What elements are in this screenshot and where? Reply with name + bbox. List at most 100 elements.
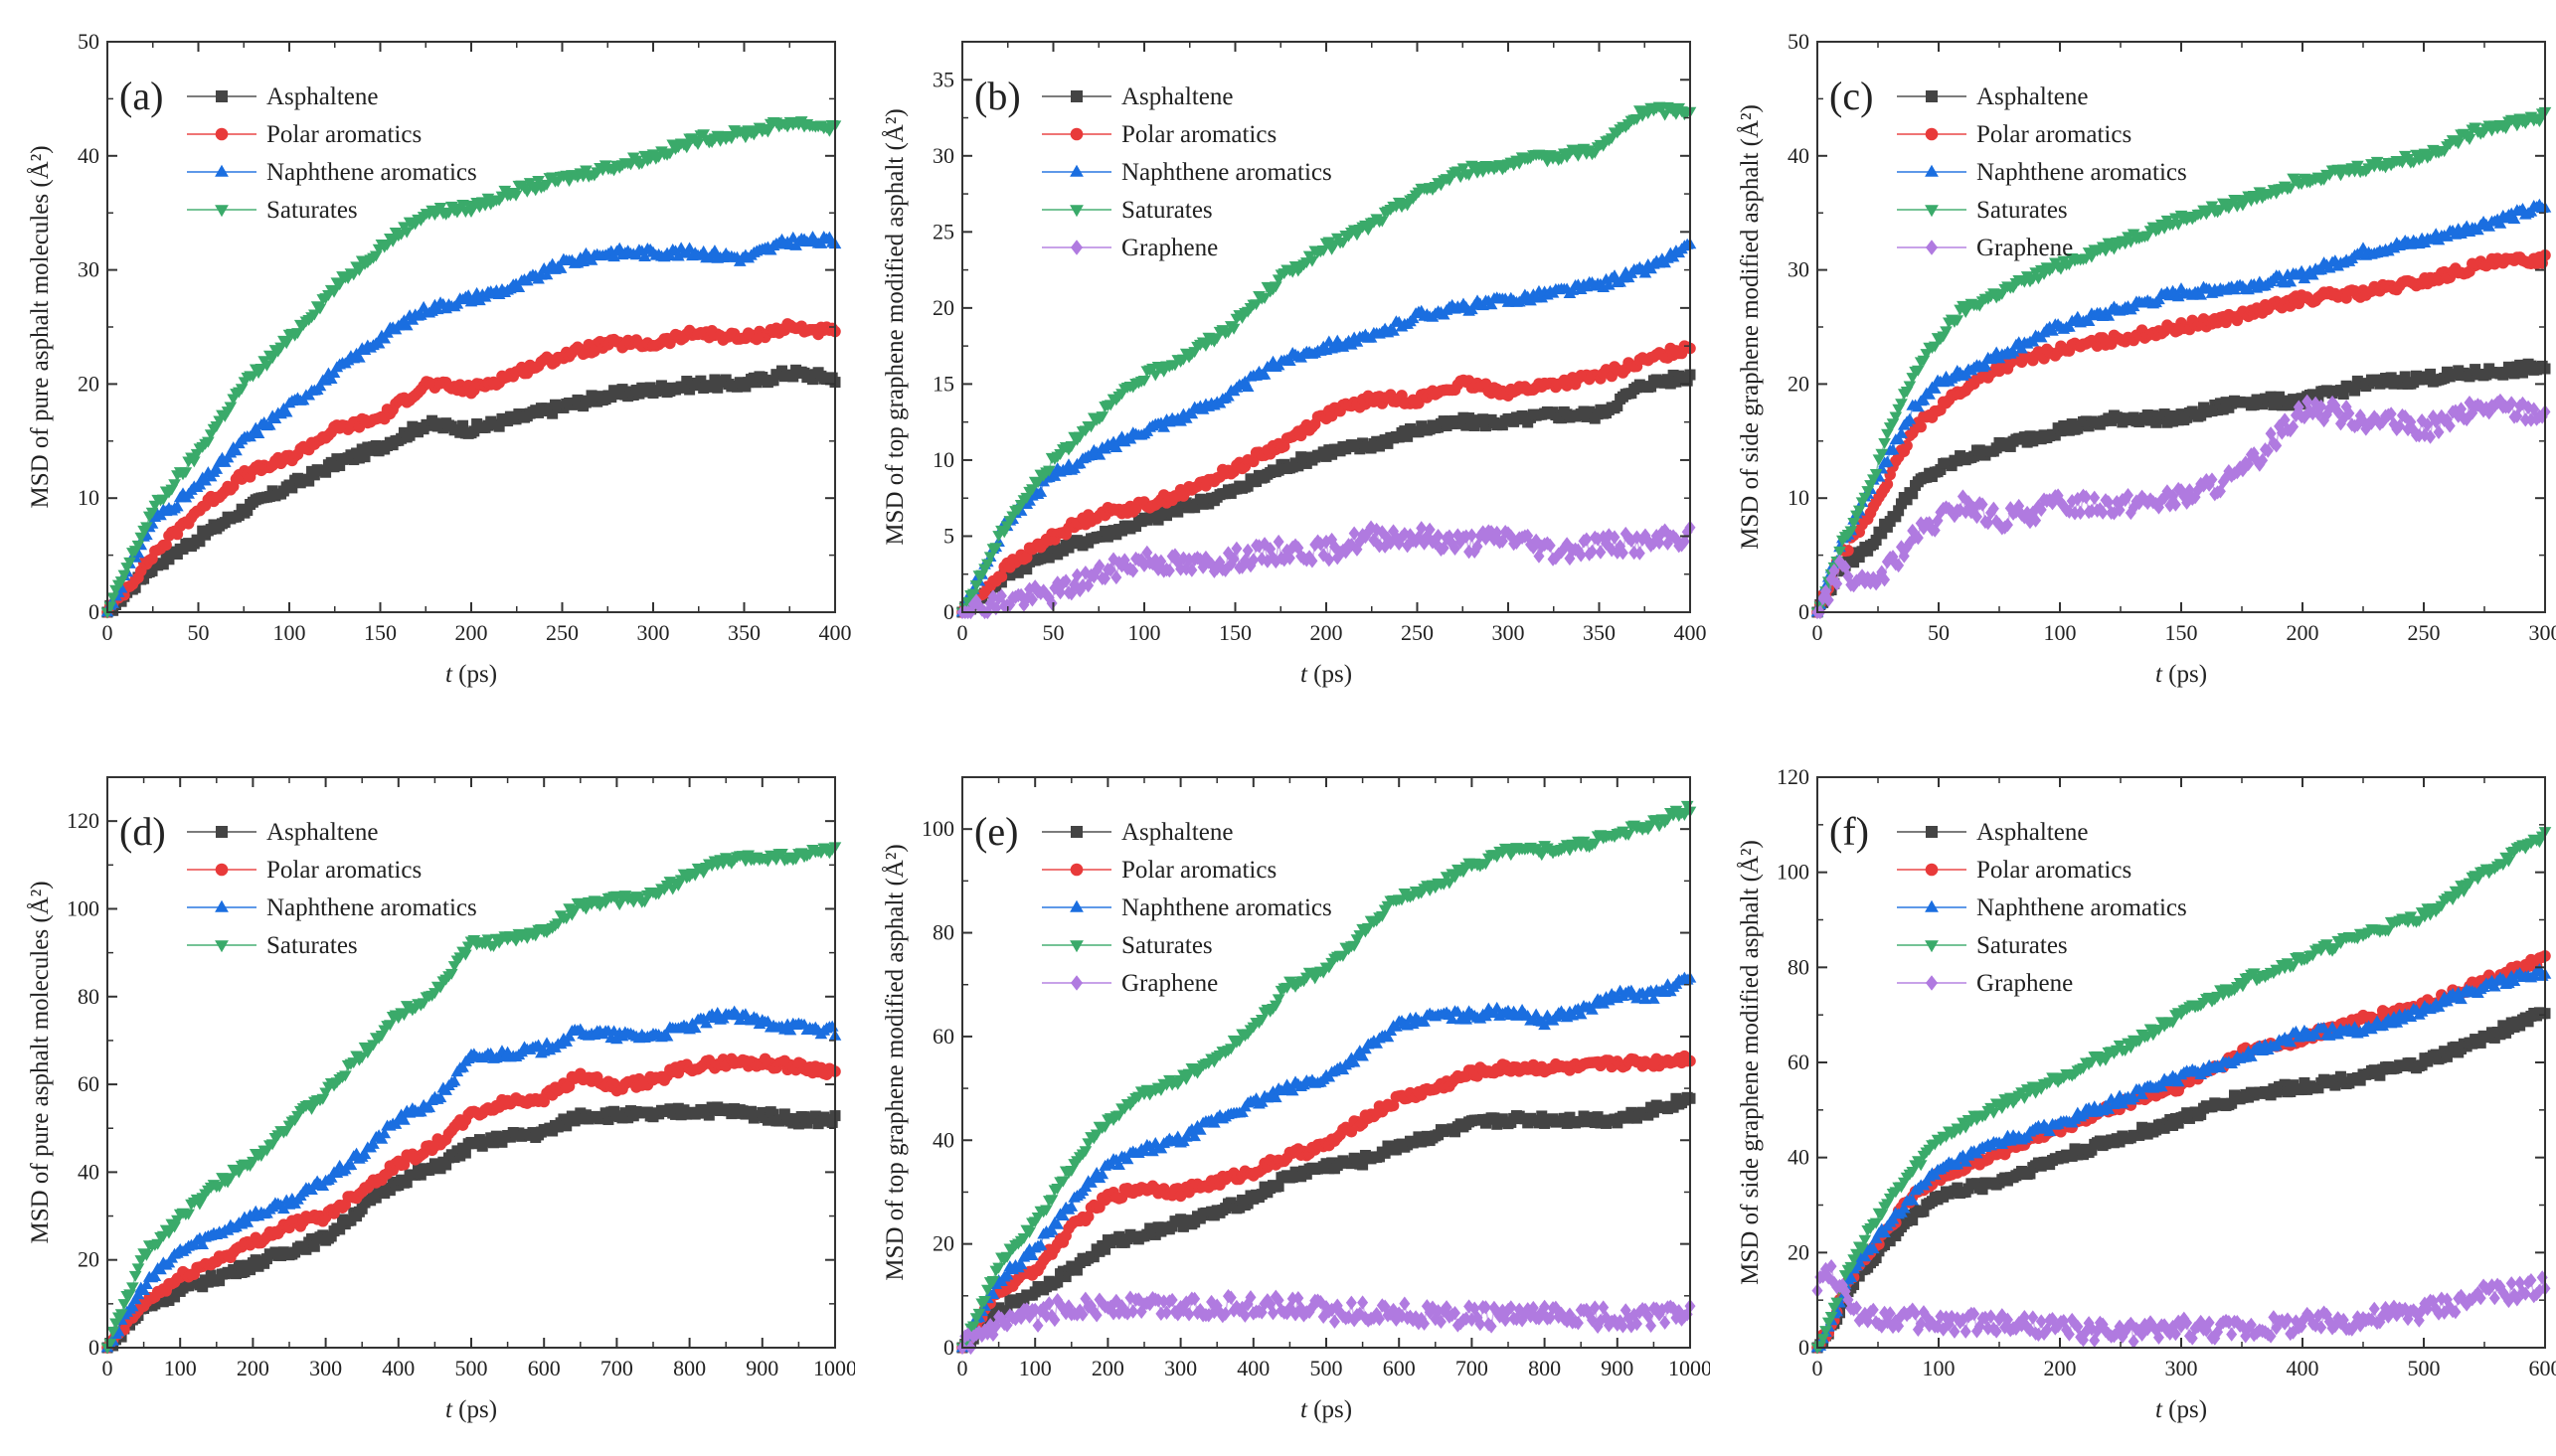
x-tick-label: 250 — [2408, 620, 2441, 645]
x-tick-label: 0 — [1812, 620, 1823, 645]
x-tick-label: 300 — [1492, 620, 1525, 645]
series-naphthene-aromatics — [1811, 199, 2552, 617]
legend-label: Naphthene aromatics — [1976, 159, 2187, 186]
panel-label: (c) — [1829, 74, 1873, 118]
x-tick-label: 50 — [1043, 620, 1065, 645]
y-tick-label: 20 — [1788, 371, 1809, 396]
y-tick-label: 30 — [933, 143, 954, 168]
x-tick-label: 100 — [273, 620, 306, 645]
series-polar-aromatics — [101, 318, 841, 618]
legend-label: Polar aromatics — [266, 121, 422, 148]
y-tick-label: 10 — [933, 447, 954, 472]
panel-label: (a) — [119, 74, 163, 118]
y-tick-label: 30 — [1788, 257, 1809, 282]
legend-marker-icon — [1925, 205, 1939, 217]
data-point — [129, 1271, 142, 1282]
legend-marker-icon — [1071, 90, 1083, 102]
y-tick-label: 15 — [933, 371, 954, 396]
legend-item-naphthene-aromatics: Naphthene aromatics — [1897, 159, 2187, 186]
legend-marker-icon — [1926, 128, 1939, 141]
legend-item-polar-aromatics: Polar aromatics — [1897, 121, 2131, 148]
series-saturates — [101, 116, 842, 618]
legend-label: Naphthene aromatics — [266, 159, 477, 186]
legend: Asphaltene Polar aromatics Naphthene aroma… — [187, 83, 477, 224]
y-tick-label: 35 — [933, 67, 954, 91]
series-group — [101, 116, 842, 618]
x-tick-label: 0 — [102, 620, 113, 645]
legend-label: Polar aromatics — [1121, 121, 1277, 148]
x-tick-label: 200 — [455, 620, 488, 645]
x-tick-label: 50 — [188, 620, 210, 645]
x-tick-label: 150 — [2165, 620, 2198, 645]
legend-marker-icon — [1070, 165, 1084, 177]
legend-item-saturates: Saturates — [1897, 197, 2068, 224]
legend-label: Asphaltene — [1121, 83, 1233, 110]
x-tick-label: 350 — [1583, 620, 1616, 645]
legend-label: Asphaltene — [1976, 83, 2088, 110]
data-point — [996, 570, 1008, 582]
y-tick-label: 10 — [1788, 485, 1809, 510]
legend-label: Polar aromatics — [1976, 121, 2131, 148]
series-line — [107, 121, 835, 612]
y-tick-label: 0 — [88, 599, 99, 624]
y-tick-label: 20 — [933, 295, 954, 320]
y-tick-label: 30 — [78, 257, 99, 282]
y-tick-label: 0 — [1798, 599, 1809, 624]
legend-label: Naphthene aromatics — [1121, 159, 1332, 186]
y-tick-label: 40 — [78, 143, 99, 168]
legend-item-asphaltene: Asphaltene — [1897, 83, 2088, 110]
data-point — [2464, 134, 2476, 145]
y-tick-label: 20 — [78, 371, 99, 396]
x-tick-label: 400 — [1674, 620, 1707, 645]
legend-marker-icon — [216, 90, 228, 102]
legend-item-naphthene-aromatics: Naphthene aromatics — [187, 159, 477, 186]
series-line — [1817, 111, 2545, 612]
legend-item-asphaltene: Asphaltene — [187, 83, 378, 110]
legend-marker-icon — [215, 205, 229, 217]
y-axis-label: MSD of pure asphalt molecules (Å²) — [27, 145, 54, 508]
x-axis-label: t (ps) — [445, 661, 497, 688]
y-tick-label: 25 — [933, 219, 954, 243]
legend-marker-icon — [1925, 165, 1939, 177]
x-tick-label: 0 — [957, 620, 968, 645]
y-axis-label: MSD of top graphene modified asphalt (Å²… — [882, 108, 909, 545]
legend-marker-icon — [215, 165, 229, 177]
x-tick-label: 300 — [637, 620, 670, 645]
series-line — [107, 847, 835, 1348]
legend-item-asphaltene: Asphaltene — [1042, 83, 1233, 110]
legend-item-naphthene-aromatics: Naphthene aromatics — [1042, 159, 1332, 186]
legend-label: Saturates — [1976, 197, 2068, 224]
legend-item-saturates: Saturates — [187, 197, 358, 224]
legend-label: Graphene — [1976, 235, 2073, 261]
data-point — [1915, 421, 1927, 433]
y-tick-label: 0 — [943, 599, 954, 624]
panel-label: (b) — [974, 74, 1021, 118]
x-tick-label: 200 — [2287, 620, 2319, 645]
x-tick-label: 100 — [1128, 620, 1161, 645]
legend-marker-icon — [1070, 205, 1084, 217]
legend-marker-icon — [1071, 128, 1084, 141]
series-line — [107, 370, 835, 612]
legend-label: Asphaltene — [266, 83, 378, 110]
x-tick-label: 250 — [1401, 620, 1434, 645]
y-tick-label: 50 — [78, 29, 99, 54]
legend: Asphaltene Polar aromatics Naphthene aroma… — [1042, 83, 1332, 261]
x-tick-label: 50 — [1928, 620, 1950, 645]
legend-marker-icon — [1926, 90, 1938, 102]
series-line — [107, 1058, 835, 1348]
legend-label: Saturates — [1121, 197, 1213, 224]
x-axis-label: t (ps) — [1300, 661, 1352, 688]
x-axis-label: t (ps) — [2155, 661, 2207, 688]
x-tick-label: 100 — [2044, 620, 2077, 645]
x-tick-label: 350 — [728, 620, 761, 645]
legend-marker-icon — [1071, 240, 1083, 255]
x-tick-label: 150 — [364, 620, 397, 645]
